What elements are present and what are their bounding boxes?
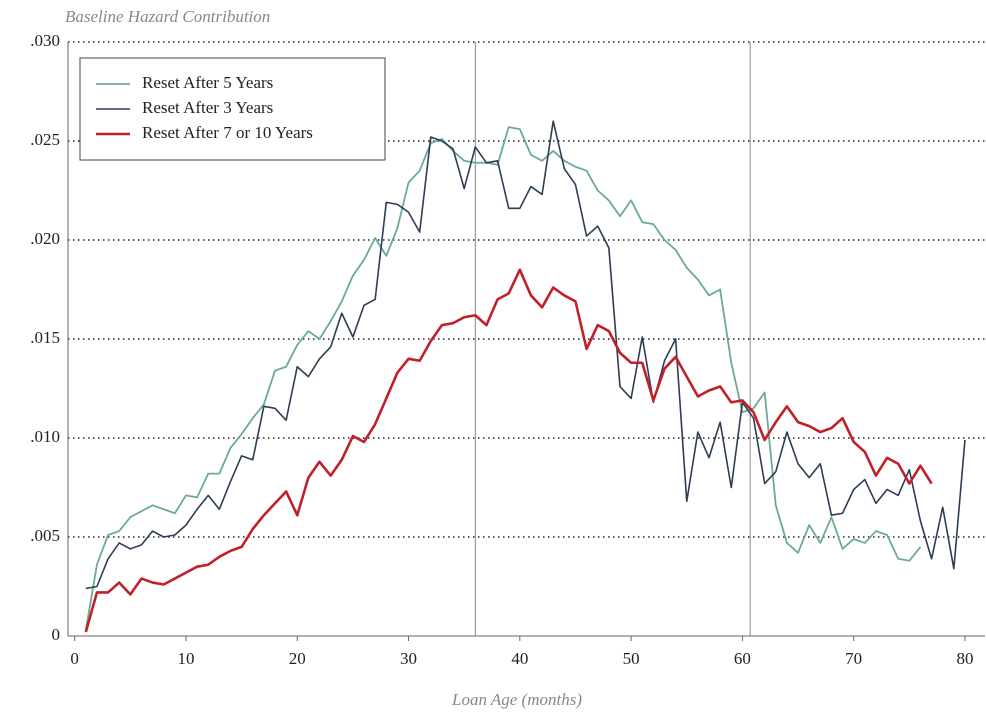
x-tick-label: 0 [70,649,79,668]
y-tick-label: .030 [30,31,60,50]
x-tick-label: 70 [845,649,862,668]
legend-label: Reset After 7 or 10 Years [142,123,313,142]
y-tick-label: .010 [30,427,60,446]
series-line [84,126,922,631]
legend-box [79,57,386,161]
series-line [85,120,966,590]
chart-title: Baseline Hazard Contribution [65,7,270,26]
y-tick-label: 0 [52,625,61,644]
x-axis-label: Loan Age (months) [451,690,582,709]
x-tick-label: 20 [289,649,306,668]
x-tick-label: 80 [956,649,973,668]
x-tick-label: 60 [734,649,751,668]
y-tick-label: .020 [30,229,60,248]
legend-label: Reset After 3 Years [142,98,273,117]
series-line [84,268,933,633]
legend-label: Reset After 5 Years [142,73,273,92]
x-tick-label: 50 [623,649,640,668]
x-tick-label: 30 [400,649,417,668]
x-tick-label: 10 [177,649,194,668]
y-tick-label: .015 [30,328,60,347]
y-tick-label: .005 [30,526,60,545]
x-tick-label: 40 [511,649,528,668]
y-tick-label: .025 [30,130,60,149]
